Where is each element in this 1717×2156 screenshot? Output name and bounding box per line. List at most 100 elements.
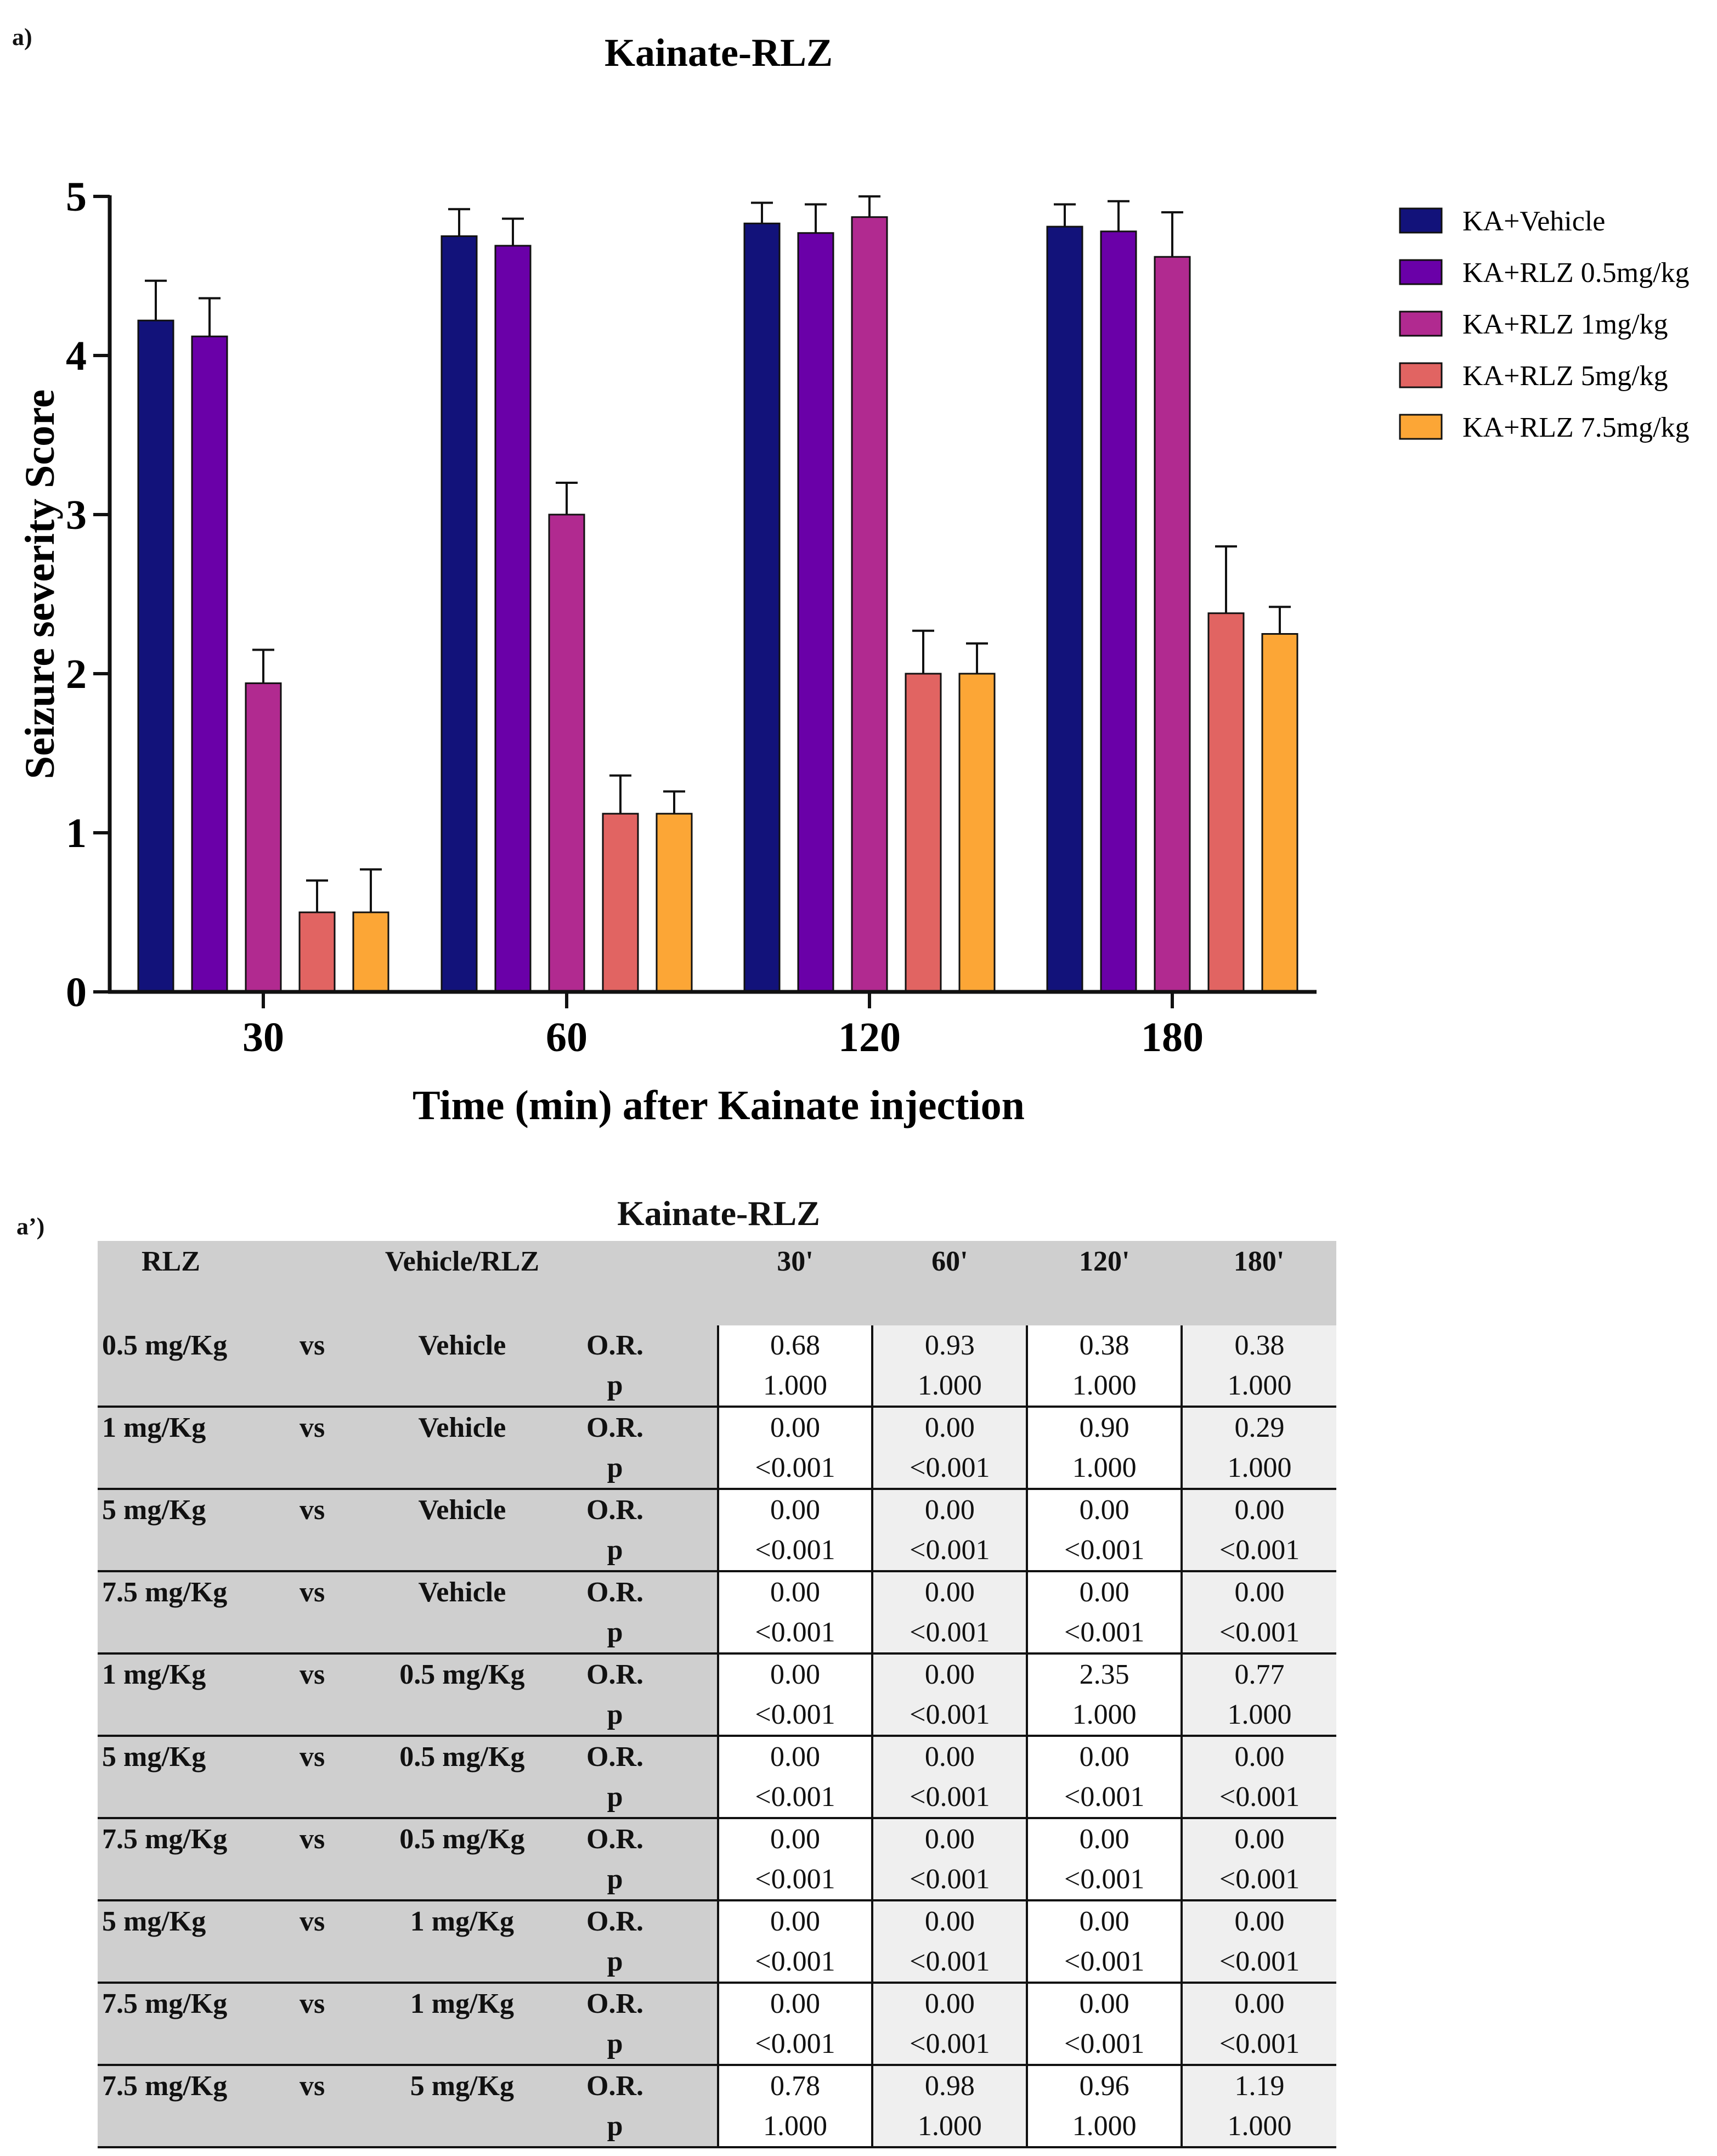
p-value: <0.001: [1181, 1612, 1336, 1655]
label-spacer: [665, 1571, 718, 1612]
comparison-a-blank: [98, 2106, 266, 2148]
or-label: O.R.: [564, 1900, 665, 1941]
comparison-vs-blank: [265, 1365, 359, 1408]
label-spacer: [665, 1736, 718, 1777]
comparison-b-blank: [359, 2106, 565, 2148]
p-label: p: [564, 1695, 665, 1737]
bar: [548, 513, 585, 993]
bar: [352, 911, 389, 993]
p-value: 1.000: [1026, 1695, 1182, 1737]
comparison-a: 5 mg/Kg: [98, 1489, 266, 1530]
comparison-vs-blank: [265, 1448, 359, 1490]
or-value: 0.96: [1026, 2065, 1182, 2106]
legend-swatch: [1399, 207, 1443, 234]
label-spacer: [665, 1489, 718, 1530]
or-value: 0.00: [871, 1983, 1027, 2024]
p-value: <0.001: [1026, 1612, 1182, 1655]
or-value: 0.38: [1181, 1325, 1336, 1365]
comparison-vs-blank: [265, 1859, 359, 1901]
table-row-p: p <0.001 <0.001 <0.001 <0.001: [98, 1530, 1336, 1572]
x-tick-label: 30: [242, 1014, 284, 1060]
comparison-b-blank: [359, 2024, 565, 2066]
comparison-a-blank: [98, 1448, 266, 1490]
p-value: <0.001: [1026, 2024, 1182, 2066]
p-value: <0.001: [871, 1941, 1027, 1984]
comparison-b-blank: [359, 1695, 565, 1737]
comparison-a-blank: [98, 1777, 266, 1819]
label-spacer: [665, 2024, 718, 2066]
comparison-b: 5 mg/Kg: [359, 2065, 565, 2106]
or-value: 0.90: [1026, 1407, 1182, 1448]
comparison-b: 0.5 mg/Kg: [359, 1653, 565, 1695]
label-spacer: [665, 1612, 718, 1655]
or-value: 0.00: [1026, 1571, 1182, 1612]
or-value: 0.00: [1026, 1900, 1182, 1941]
header-120: 120': [1027, 1241, 1182, 1325]
bar: [602, 812, 639, 993]
or-value: 0.00: [1181, 1983, 1336, 2024]
table-row-or: 7.5 mg/Kg vs 5 mg/Kg O.R. 0.78 0.98 0.96 1.19: [98, 2065, 1336, 2106]
x-tick-label: 120: [838, 1014, 901, 1060]
comparison-b-blank: [359, 1365, 565, 1408]
comparison-vs-blank: [265, 1612, 359, 1655]
bar: [1261, 633, 1298, 993]
or-value: 0.00: [716, 1489, 873, 1530]
header-30: 30': [718, 1241, 873, 1325]
or-label: O.R.: [564, 1489, 665, 1530]
or-value: 1.19: [1181, 2065, 1336, 2106]
p-value: <0.001: [871, 1448, 1027, 1490]
y-tick-label: 5: [66, 174, 87, 220]
legend-label: KA+Vehicle: [1462, 206, 1605, 237]
comparison-vs: vs: [265, 1489, 359, 1530]
p-value: <0.001: [871, 1530, 1027, 1572]
p-value: 1.000: [716, 1365, 873, 1408]
p-label: p: [564, 1448, 665, 1490]
x-tick-label: 60: [546, 1014, 588, 1060]
comparison-b: Vehicle: [359, 1407, 565, 1448]
x-axis-label: Time (min) after Kainate injection: [413, 1082, 1025, 1128]
x-tick-label: 180: [1141, 1014, 1204, 1060]
p-value: <0.001: [716, 1612, 873, 1655]
table-row-or: 1 mg/Kg vs Vehicle O.R. 0.00 0.00 0.90 0.29: [98, 1407, 1336, 1448]
or-value: 0.00: [716, 1571, 873, 1612]
or-label: O.R.: [564, 1653, 665, 1695]
bar: [440, 235, 478, 993]
table-row-or: 5 mg/Kg vs Vehicle O.R. 0.00 0.00 0.00 0.00: [98, 1489, 1336, 1530]
bar: [958, 673, 996, 993]
header-rlz: RLZ: [98, 1241, 266, 1325]
label-spacer: [665, 1448, 718, 1490]
table-title: Kainate-RLZ: [617, 1194, 820, 1233]
or-label: O.R.: [564, 1818, 665, 1859]
or-label: O.R.: [564, 1571, 665, 1612]
label-spacer: [665, 1983, 718, 2024]
p-value: <0.001: [1026, 1859, 1182, 1901]
label-spacer: [665, 1900, 718, 1941]
table-row-p: p <0.001 <0.001 <0.001 <0.001: [98, 1941, 1336, 1984]
or-value: 2.35: [1026, 1653, 1182, 1695]
or-value: 0.98: [871, 2065, 1027, 2106]
or-value: 0.00: [716, 1407, 873, 1448]
comparison-b: 1 mg/Kg: [359, 1900, 565, 1941]
comparison-b-blank: [359, 1530, 565, 1572]
or-value: 0.00: [716, 1900, 873, 1941]
table-row-or: 0.5 mg/Kg vs Vehicle O.R. 0.68 0.93 0.38 0.38: [98, 1325, 1336, 1365]
label-spacer: [665, 1818, 718, 1859]
comparison-vs: vs: [265, 1653, 359, 1695]
comparison-b: Vehicle: [359, 1325, 565, 1365]
p-value: 1.000: [1181, 2106, 1336, 2148]
or-value: 0.00: [1181, 1571, 1336, 1612]
comparison-a-blank: [98, 1941, 266, 1984]
or-value: 0.00: [716, 1818, 873, 1859]
comparison-vs: vs: [265, 1983, 359, 2024]
label-spacer: [665, 1859, 718, 1901]
bar-chart: Kainate-RLZ 0 1 2 3 4 5 30 60 120 180 Time (min) af…: [17, 31, 1690, 1128]
or-value: 0.78: [716, 2065, 873, 2106]
comparison-a-blank: [98, 1530, 266, 1572]
comparison-vs: vs: [265, 1900, 359, 1941]
p-value: <0.001: [871, 1612, 1027, 1655]
table-body: 0.5 mg/Kg vs Vehicle O.R. 0.68 0.93 0.38 0.38 p 1…: [98, 1325, 1336, 2148]
bar: [1046, 225, 1083, 993]
p-value: 1.000: [1181, 1448, 1336, 1490]
comparison-a: 7.5 mg/Kg: [98, 1983, 266, 2024]
p-value: <0.001: [871, 1859, 1027, 1901]
